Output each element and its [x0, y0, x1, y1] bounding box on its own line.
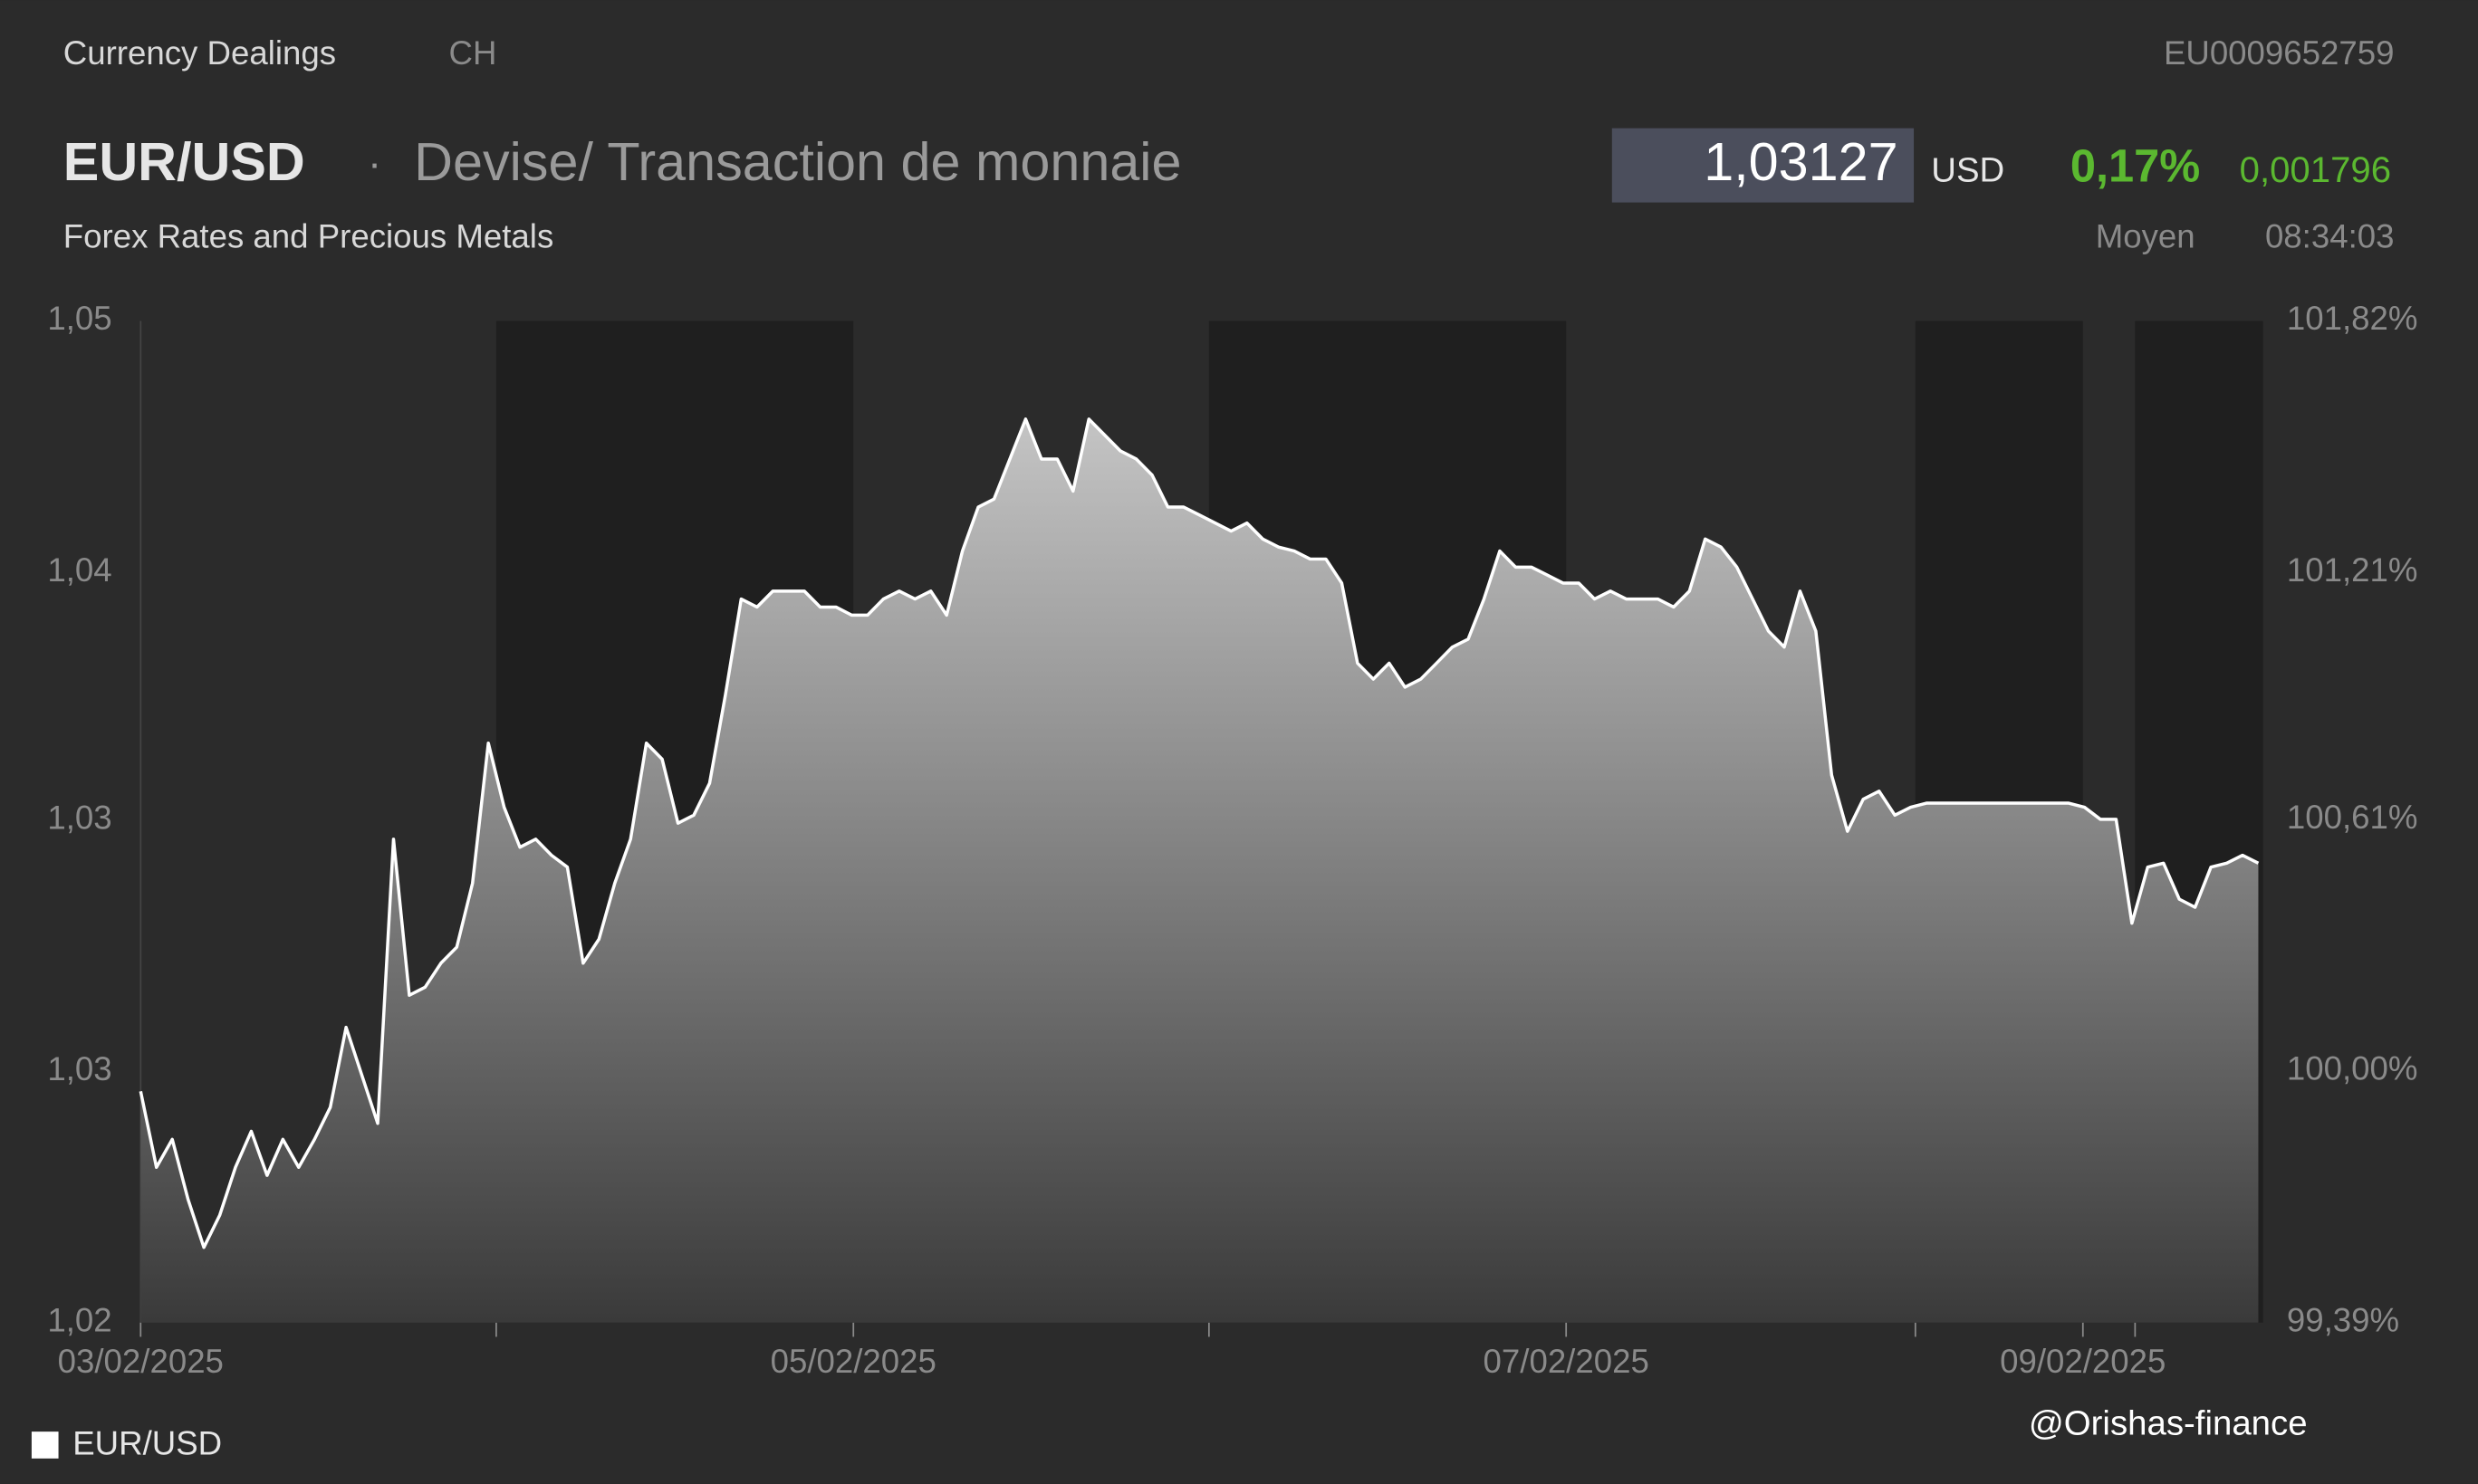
country: CH	[449, 34, 497, 72]
y2-tick-label: 99,39%	[2287, 1301, 2399, 1338]
y2-tick-label: 100,61%	[2287, 799, 2418, 836]
source: Currency Dealings	[63, 34, 336, 72]
price-box	[1611, 128, 1915, 203]
y2-tick-label: 101,82%	[2287, 300, 2418, 337]
y2-tick-label: 101,21%	[2287, 551, 2418, 589]
separator: ·	[368, 139, 381, 186]
change-pct: 0,17%	[2070, 139, 2200, 191]
x-tick-label: 07/02/2025	[1484, 1343, 1649, 1380]
plot: 1,02 1,03 1,03 1,04 1,05 99,39% 100,00% 100,61%…	[47, 300, 2417, 1380]
x-tick-label: 09/02/2025	[2000, 1343, 2166, 1380]
isin: EU0009652759	[2164, 34, 2395, 72]
y-tick-label: 1,04	[47, 551, 111, 589]
category: Forex Rates and Precious Metals	[63, 217, 553, 254]
y-tick-label: 1,03	[47, 799, 111, 836]
y-tick-label: 1,02	[47, 1301, 111, 1338]
description: Devise/ Transaction de monnaie	[414, 131, 1181, 192]
symbol: EUR/USD	[63, 131, 305, 192]
y2-tick-label: 100,00%	[2287, 1050, 2418, 1087]
y-tick-label: 1,03	[47, 1050, 111, 1087]
change-abs: 0,001796	[2240, 149, 2391, 190]
price-line	[139, 417, 2260, 1249]
currency: USD	[1931, 151, 2004, 190]
y-tick-label: 1,05	[47, 300, 111, 337]
legend-label: EUR/USD	[72, 1425, 222, 1462]
x-tick-label: 05/02/2025	[771, 1343, 936, 1380]
legend-swatch	[31, 1431, 59, 1459]
price-type: Moyen	[2096, 217, 2195, 254]
x-tick-label: 03/02/2025	[58, 1343, 224, 1380]
area-fill	[140, 418, 2259, 1323]
price: 1,03127	[1704, 131, 1897, 192]
watermark: @Orishas-finance	[2029, 1403, 2308, 1442]
time: 08:34:03	[2265, 217, 2395, 254]
